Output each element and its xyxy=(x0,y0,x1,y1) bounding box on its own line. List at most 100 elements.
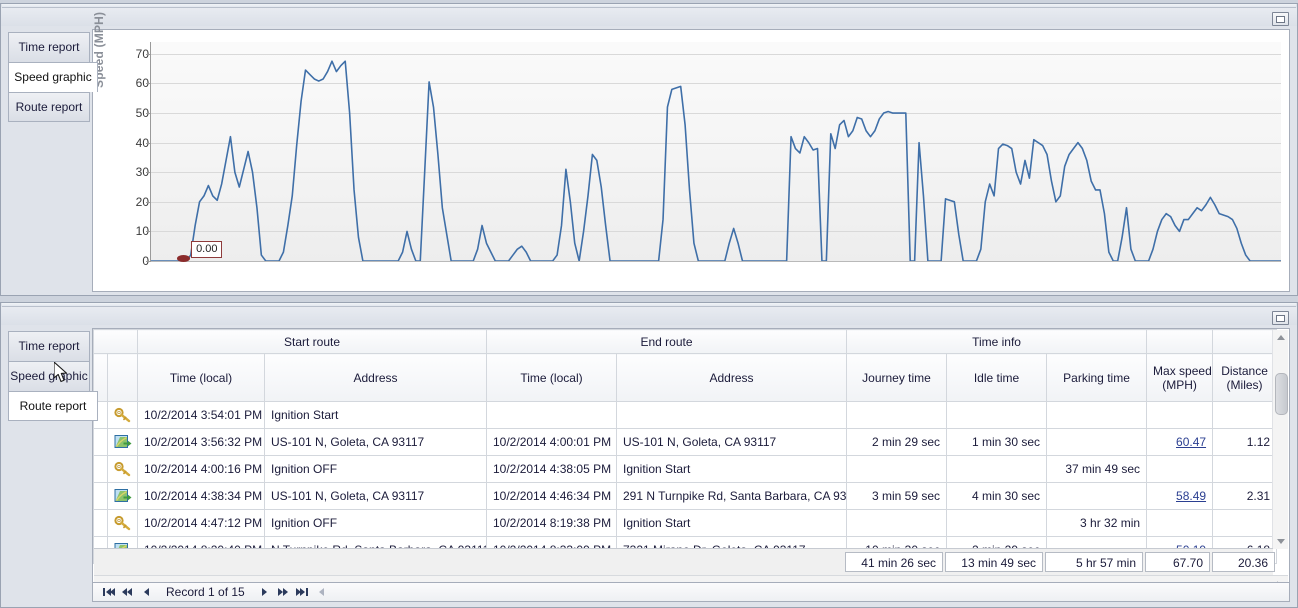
speed-graphic-panel: Time report Speed graphic Route report S… xyxy=(0,3,1298,296)
max-speed-line2: (MPH) xyxy=(1162,377,1197,392)
column-header-journey-time[interactable]: Journey time xyxy=(846,353,948,402)
column-header-max-speed[interactable]: Max speed (MPH) xyxy=(1146,353,1214,402)
next-record-button[interactable] xyxy=(255,583,274,601)
max-speed-line1: Max speed xyxy=(1153,363,1212,378)
cell-max-speed[interactable]: 58.49 xyxy=(1146,482,1214,510)
nav-extra-button[interactable] xyxy=(312,583,331,601)
row-indicator-cell[interactable] xyxy=(93,482,108,510)
cell-end-time xyxy=(486,401,617,429)
chart-y-tick-mark xyxy=(146,261,151,262)
speed-line-series xyxy=(151,60,1281,261)
column-header-icon[interactable] xyxy=(107,353,138,402)
cell-end-time: 10/2/2014 4:38:05 PM xyxy=(486,455,617,483)
chart-gridline xyxy=(151,231,1281,233)
row-indicator-cell[interactable] xyxy=(93,455,108,483)
cell-distance: 1.12 xyxy=(1212,428,1278,456)
restore-window-icon xyxy=(1276,16,1285,23)
table-group-header-row: Start route End route Time info xyxy=(93,329,1278,354)
total-distance: 20.36 xyxy=(1212,552,1275,572)
chart-gridline xyxy=(151,53,1281,55)
row-indicator-cell[interactable] xyxy=(93,509,108,537)
chart-y-tick-mark xyxy=(146,142,151,144)
tab-time-report-grid[interactable]: Time report xyxy=(8,331,90,361)
key-icon xyxy=(114,461,132,477)
tab-speed-graphic-grid[interactable]: Speed graphic xyxy=(8,361,90,391)
scroll-up-button[interactable] xyxy=(1273,330,1288,345)
column-header-end-address[interactable]: Address xyxy=(615,353,848,402)
nav-extra-icon xyxy=(318,588,324,596)
column-header-parking-time[interactable]: Parking time xyxy=(1046,353,1148,402)
table-row[interactable]: 10/2/2014 4:38:34 PM US-101 N, Goleta, CA… xyxy=(93,482,1278,510)
chart-panel-restore-button[interactable] xyxy=(1272,12,1289,26)
chart-value-tooltip: 0.00 xyxy=(191,241,223,258)
totals-row: 41 min 26 sec 13 min 49 sec 5 hr 57 min … xyxy=(94,548,1275,575)
chart-y-tick-label: 50 xyxy=(135,106,149,121)
previous-record-button[interactable] xyxy=(137,583,156,601)
max-speed-link[interactable]: 60.47 xyxy=(1176,435,1207,449)
chart-y-tick-mark xyxy=(146,201,151,203)
column-header-idle-time[interactable]: Idle time xyxy=(946,353,1048,402)
route-report-grid[interactable]: Start route End route Time info Time (lo… xyxy=(92,328,1290,598)
cell-idle-time xyxy=(946,455,1048,483)
tab-route-report-grid[interactable]: Route report xyxy=(8,391,98,421)
cell-max-speed xyxy=(1146,455,1214,483)
cell-end-address: 291 N Turnpike Rd, Santa Barbara, CA 931… xyxy=(615,482,848,510)
first-record-button[interactable] xyxy=(99,583,118,601)
chevron-up-icon xyxy=(1277,335,1285,340)
cell-journey-time xyxy=(846,509,948,537)
cell-start-time: 10/2/2014 4:47:12 PM xyxy=(137,509,265,537)
next-page-icon xyxy=(277,588,288,596)
scroll-down-button[interactable] xyxy=(1273,534,1288,549)
speed-chart[interactable]: Speed (MPH) 010203040506070 0.00 xyxy=(92,12,1290,292)
cell-end-time: 10/2/2014 4:46:34 PM xyxy=(486,482,617,510)
cell-idle-time xyxy=(946,509,1048,537)
tab-route-report-chart[interactable]: Route report xyxy=(8,92,90,122)
row-indicator-cell[interactable] xyxy=(93,428,108,456)
tab-speed-graphic-chart[interactable]: Speed graphic xyxy=(8,62,98,92)
last-record-button[interactable] xyxy=(293,583,312,601)
route-table: Start route End route Time info Time (lo… xyxy=(93,329,1278,564)
chart-y-tick-mark xyxy=(146,83,151,85)
cell-max-speed[interactable]: 60.47 xyxy=(1146,428,1214,456)
cell-parking-time: 3 hr 32 min xyxy=(1046,509,1148,537)
chart-y-tick-label: 40 xyxy=(135,135,149,150)
table-row[interactable]: 10/2/2014 4:47:12 PM Ignition OFF 10/2/201… xyxy=(93,509,1278,537)
grid-vertical-scrollbar[interactable] xyxy=(1272,330,1288,549)
chart-gridline xyxy=(151,201,1281,203)
previous-page-icon xyxy=(122,588,132,596)
column-header-end-time[interactable]: Time (local) xyxy=(486,353,617,402)
tab-time-report-chart[interactable]: Time report xyxy=(8,32,90,62)
table-row[interactable]: 10/2/2014 3:56:32 PM US-101 N, Goleta, CA… xyxy=(93,428,1278,456)
column-header-start-time[interactable]: Time (local) xyxy=(137,353,265,402)
column-header-indicator[interactable] xyxy=(93,353,108,402)
cell-max-speed xyxy=(1146,401,1214,429)
cell-distance xyxy=(1212,401,1278,429)
table-row[interactable]: 10/2/2014 3:54:01 PM Ignition Start xyxy=(93,401,1278,429)
next-page-button[interactable] xyxy=(274,583,293,601)
group-header-time-info: Time info xyxy=(846,329,1148,354)
cell-start-time: 10/2/2014 4:00:16 PM xyxy=(137,455,265,483)
max-speed-link[interactable]: 58.49 xyxy=(1176,489,1207,503)
grid-panel-restore-button[interactable] xyxy=(1272,311,1289,325)
grid-panel-titlebar xyxy=(1,307,1297,325)
map-route-icon xyxy=(114,488,132,504)
grid-panel-tabstrip: Time report Speed graphic Route report xyxy=(8,331,98,421)
cell-parking-time xyxy=(1046,482,1148,510)
chart-y-tick-label: 20 xyxy=(135,194,149,209)
table-head: Start route End route Time info Time (lo… xyxy=(93,329,1278,402)
column-header-start-address[interactable]: Address xyxy=(264,353,487,402)
cell-start-address: Ignition Start xyxy=(264,401,487,429)
scrollbar-thumb[interactable] xyxy=(1275,373,1288,415)
chart-panel-topline xyxy=(2,4,1296,8)
chart-y-tick-mark xyxy=(146,53,151,55)
map-route-icon xyxy=(114,434,132,450)
column-header-distance[interactable]: Distance (Miles) xyxy=(1212,353,1278,402)
chart-y-axis: 0 10 20 30 40 50 60 70 xyxy=(103,30,149,291)
group-header-blank-maxspeed xyxy=(1146,329,1214,354)
total-journey-time: 41 min 26 sec xyxy=(845,552,943,572)
previous-page-button[interactable] xyxy=(118,583,137,601)
record-position-label: Record 1 of 15 xyxy=(166,585,245,599)
chart-plot-area: 0.00 xyxy=(146,42,1281,262)
table-row[interactable]: 10/2/2014 4:00:16 PM Ignition OFF 10/2/201… xyxy=(93,455,1278,483)
chart-panel-titlebar xyxy=(1,8,1297,26)
